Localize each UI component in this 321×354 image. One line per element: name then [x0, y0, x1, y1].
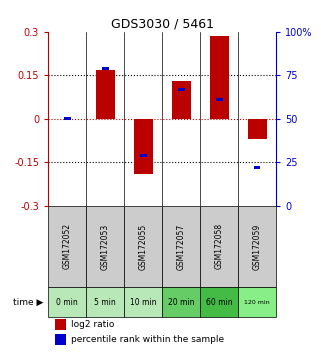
Title: GDS3030 / 5461: GDS3030 / 5461	[111, 18, 213, 31]
Bar	[102, 67, 108, 70]
Text: GSM172059: GSM172059	[253, 223, 262, 269]
Text: percentile rank within the sample: percentile rank within the sample	[71, 335, 224, 344]
Bar	[64, 117, 71, 120]
Bar	[86, 206, 124, 287]
Bar	[200, 206, 238, 287]
Text: GSM172052: GSM172052	[63, 223, 72, 269]
Bar	[200, 287, 238, 317]
Text: 5 min: 5 min	[94, 298, 116, 307]
Bar	[247, 119, 266, 139]
Bar	[238, 206, 276, 287]
Text: time ▶: time ▶	[13, 298, 44, 307]
Text: 20 min: 20 min	[168, 298, 194, 307]
Text: log2 ratio: log2 ratio	[71, 320, 114, 329]
Bar	[178, 88, 185, 91]
Bar	[55, 334, 66, 344]
Text: GSM172055: GSM172055	[139, 223, 148, 269]
Bar	[254, 166, 260, 169]
Bar	[162, 287, 200, 317]
Bar	[48, 206, 86, 287]
Bar	[86, 287, 124, 317]
Bar	[216, 98, 222, 101]
Text: 60 min: 60 min	[206, 298, 232, 307]
Text: 10 min: 10 min	[130, 298, 156, 307]
Text: 120 min: 120 min	[244, 299, 270, 304]
Bar	[172, 81, 191, 119]
Bar	[210, 36, 229, 119]
Bar	[124, 206, 162, 287]
Bar	[48, 287, 86, 317]
Bar	[238, 287, 276, 317]
Text: 0 min: 0 min	[56, 298, 78, 307]
Bar	[124, 287, 162, 317]
Bar	[162, 206, 200, 287]
Text: GSM172053: GSM172053	[100, 223, 110, 269]
Bar	[134, 119, 152, 174]
Text: GSM172057: GSM172057	[177, 223, 186, 269]
Bar	[140, 154, 146, 157]
Text: GSM172058: GSM172058	[214, 223, 224, 269]
Bar	[55, 319, 66, 330]
Bar	[96, 69, 115, 119]
